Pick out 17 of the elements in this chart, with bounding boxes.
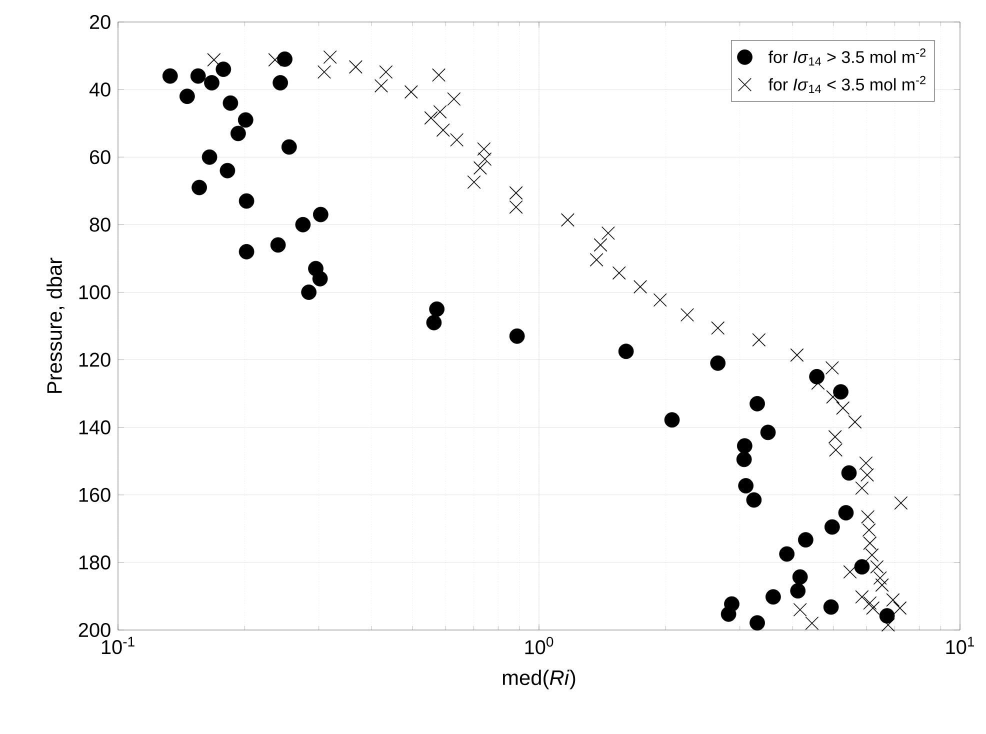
legend-label: for Iσ$_{14}$ < 3.5 mol m$^{-2}$ <box>768 76 926 93</box>
y-tick-label: 40 <box>89 82 110 97</box>
y-tick-label: 160 <box>79 488 110 502</box>
x-tick-label: 10$^{-1}$ <box>102 636 134 654</box>
legend-label: for Iσ$_{14}$ > 3.5 mol m$^{-2}$ <box>768 48 926 66</box>
y-tick-label: 180 <box>79 555 110 570</box>
y-tick-label: 100 <box>79 285 110 300</box>
y-tick-label: 200 <box>78 622 110 638</box>
x-axis-title: med(Ri) <box>502 670 576 690</box>
y-tick-label: 80 <box>90 218 110 232</box>
x-tick-label: 10$^{0}$ <box>525 636 554 654</box>
y-tick-label: 140 <box>79 420 110 434</box>
y-tick-label: 60 <box>90 150 110 164</box>
y-tick-label: 20 <box>90 14 110 30</box>
x-tick-label: 10$^{1}$ <box>946 636 974 654</box>
y-axis-title: Pressure, dbar <box>46 258 64 393</box>
y-tick-label: 120 <box>79 352 110 367</box>
